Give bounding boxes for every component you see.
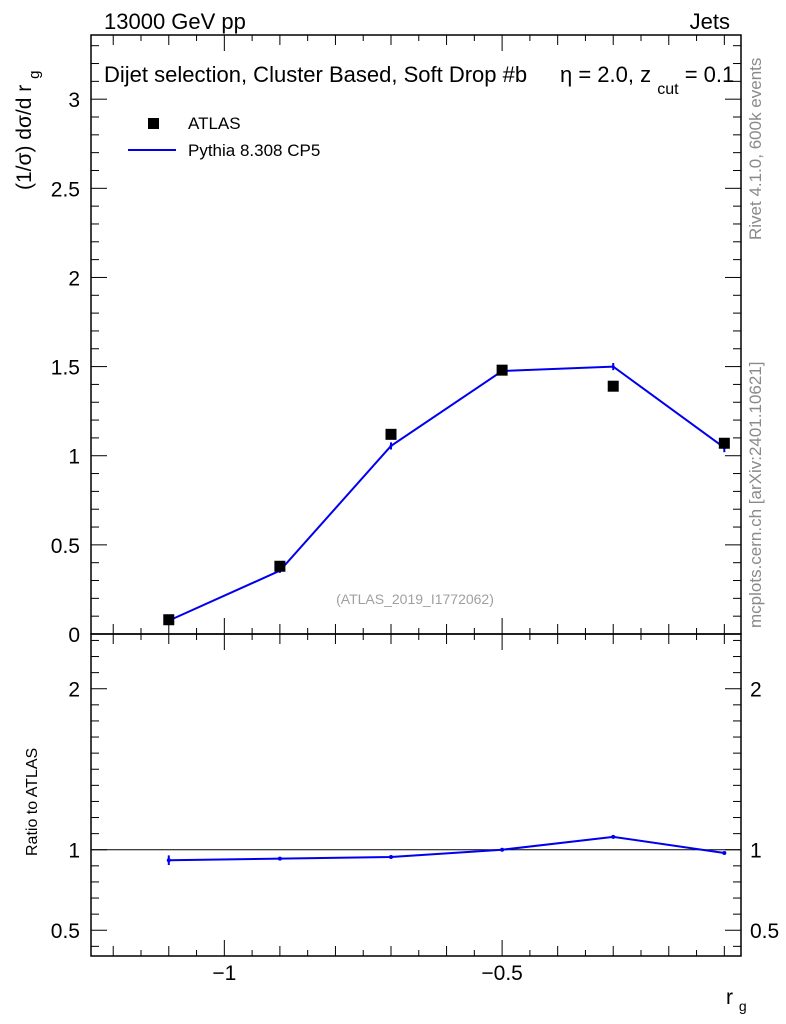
main-y-axis-label-text: (1/σ) dσ/d r [13, 85, 36, 190]
main-y-tick-label: 2 [68, 267, 80, 290]
atlas-point [385, 428, 397, 440]
analysis-reference: (ATLAS_2019_I1772062) [336, 591, 494, 607]
main-y-tick-label: 0 [68, 624, 80, 647]
pythia-line [168, 365, 725, 622]
legend-atlas-label: ATLAS [188, 114, 241, 133]
ratio-y-tick-label: 1 [68, 840, 80, 863]
ratio-point [277, 856, 282, 861]
atlas-point [607, 380, 619, 392]
ratio-point [389, 854, 393, 859]
ratio-point [722, 850, 727, 855]
atlas-point [163, 614, 175, 626]
main-y-axis-label-sub: g [26, 71, 43, 79]
legend-pythia-label: Pythia 8.308 CP5 [188, 141, 320, 160]
tick-labels: −1 −0.5 0 0.5 1 1.5 2 2.5 3 0.5 0.5 1 1 2 2 [51, 89, 779, 985]
plot-title-eta: η = 2.0, z cut = 0.1 [560, 62, 734, 99]
main-y-axis-label: (1/σ) dσ/d r g [13, 71, 43, 190]
plot-title-eta-text: η = 2.0, z [560, 62, 651, 87]
ratio-y-tick-label: 2 [68, 679, 80, 702]
ratio-point [611, 834, 616, 839]
ratio-y-tick-label: 0.5 [51, 920, 80, 943]
pythia-point [389, 444, 393, 448]
main-y-tick-label: 3 [68, 89, 80, 112]
rivet-label: Rivet 4.1.0, 600k events [746, 58, 765, 240]
x-tick-label: −1 [212, 962, 236, 985]
ratio-y-tick-label-right: 0.5 [750, 920, 779, 943]
main-y-tick-label: 1.5 [51, 357, 80, 380]
header-left-label: 13000 GeV pp [104, 9, 246, 34]
pythia-point [611, 365, 615, 369]
axis-ticks [91, 35, 741, 956]
main-y-tick-label: 1 [68, 446, 80, 469]
ratio-panel-series [166, 834, 727, 866]
main-y-tick-label: 2.5 [51, 178, 80, 201]
ratio-y-tick-label-right: 1 [750, 840, 762, 863]
atlas-point [274, 560, 286, 572]
atlas-point [496, 364, 508, 376]
mcplots-label: mcplots.cern.ch [arXiv:2401.10621] [746, 362, 765, 628]
main-panel-series [163, 363, 730, 626]
plot-title: Dijet selection, Cluster Based, Soft Dro… [104, 62, 527, 87]
ratio-y-tick-label-right: 2 [750, 679, 762, 702]
legend-atlas-marker [148, 118, 159, 129]
ratio-y-axis-label: Ratio to ATLAS [24, 748, 41, 856]
plot-title-tail: = 0.1 [685, 62, 735, 87]
x-axis-label: r g [726, 986, 747, 1014]
plot-title-cut-subscript: cut [657, 81, 679, 98]
header-right-label: Jets [690, 9, 730, 34]
x-tick-label: −0.5 [481, 962, 522, 985]
x-axis-label-sub: g [739, 998, 747, 1014]
ratio-panel-frame [90, 633, 742, 957]
x-axis-label-text: r [726, 986, 733, 1009]
ratio-point [500, 847, 505, 852]
main-y-tick-label: 0.5 [51, 535, 80, 558]
ratio-point [166, 858, 171, 863]
plot-title-main: Dijet selection, Cluster Based, Soft Dro… [104, 62, 527, 87]
ratio-pythia-line [168, 835, 725, 862]
atlas-point [718, 437, 730, 449]
